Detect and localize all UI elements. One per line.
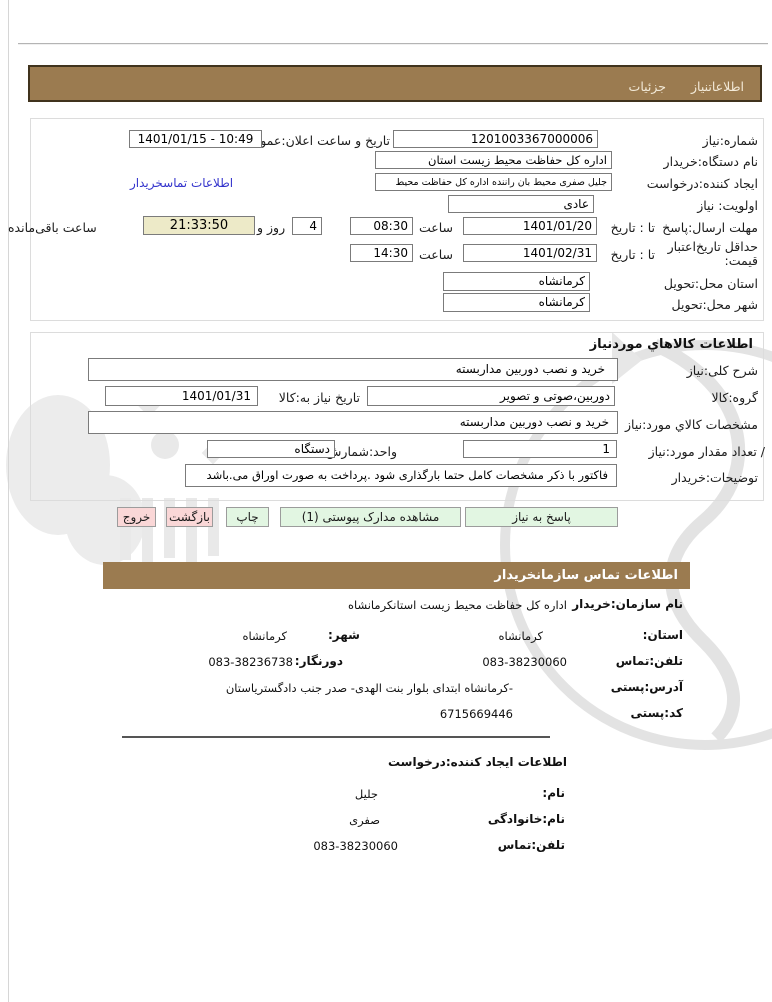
last-name-label: نام:خانوادگی <box>487 812 565 826</box>
city-value: کرمانشاه <box>242 629 287 643</box>
creator-info-title: اطلاعات ایجاد کننده:درخواست <box>387 755 567 769</box>
priority-label: اولویت: نیاز <box>697 198 758 213</box>
org-name-value: اداره کل حفاظت محیط زیست استانکرمانشاه <box>347 598 567 612</box>
province-value: کرمانشاه <box>498 629 543 643</box>
contact-phone-label: تلفن:تماس <box>615 654 683 668</box>
tab-details[interactable]: جزئیات <box>628 79 666 94</box>
need-description-field[interactable]: خرید و نصب دوربین مداربسته <box>88 358 618 381</box>
request-info-panel <box>30 118 764 321</box>
goods-specs-label: مشخصات کالاي مورد:نیاز <box>624 417 758 432</box>
countdown-timer: 21:33:50 <box>143 216 255 235</box>
last-name-value: صفری <box>349 813 380 827</box>
need-description-label: شرح کلی:نیاز <box>686 363 758 378</box>
buyer-contact-title: اطلاعات تماس سازمانخریدار <box>494 568 678 583</box>
request-creator-label: ایجاد کننده:درخواست <box>646 176 758 191</box>
creator-phone-label: تلفن:تماس <box>497 838 565 852</box>
buyer-contact-link[interactable]: اطلاعات تماسخریدار <box>130 176 234 190</box>
validity-date-field[interactable]: 1401/02/31 <box>463 244 597 262</box>
goods-specs-field[interactable]: خرید و نصب دوربین مداربسته <box>88 411 618 434</box>
fax-label: دورنگار: <box>294 654 343 668</box>
goods-need-date-field[interactable]: 1401/01/31 <box>105 386 258 406</box>
postal-address-label: آدرس:پستی <box>610 680 683 694</box>
buyer-contact-header <box>103 562 690 589</box>
announce-datetime-field[interactable]: 1401/01/15 - 10:49 <box>129 130 262 148</box>
count-unit-field[interactable]: دستگاه <box>207 440 335 458</box>
priority-field[interactable]: عادی <box>448 195 594 213</box>
request-creator-field[interactable]: جلیل صفری محیط بان راننده اداره کل حفاظت… <box>375 173 612 191</box>
top-divider <box>18 43 768 45</box>
hours-remaining-label: ساعت باقی‌مانده <box>8 220 97 235</box>
response-deadline-label: مهلت ارسال:پاسخ <box>662 220 758 235</box>
creator-phone-value: 083-38230060 <box>313 839 398 853</box>
respond-to-need-button[interactable]: پاسخ به نیاز <box>465 507 618 527</box>
print-button[interactable]: چاپ <box>226 507 269 527</box>
exit-button[interactable]: خروج <box>117 507 156 527</box>
fax-value: 083-38236738 <box>208 655 293 669</box>
goods-info-title: اطلاعات کالاهاي موردنیاز <box>589 337 753 352</box>
postal-code-value: 6715669446 <box>439 707 513 721</box>
city-label: شهر: <box>328 628 360 642</box>
window-left-border <box>8 0 9 1002</box>
price-validity-label-line2: قیمت: <box>724 253 758 268</box>
org-name-label: نام سازمان:خریدار <box>572 597 683 611</box>
postal-address-value: -کرمانشاه ابتدای بلوار بنت الهدی- صدر جن… <box>225 681 513 695</box>
count-unit-label: واحد:شمارش <box>326 444 397 459</box>
delivery-city-field[interactable]: کرمانشاه <box>443 293 590 312</box>
days-remaining-field: 4 <box>292 217 322 235</box>
need-number-field[interactable]: 1201003367000006 <box>393 130 598 148</box>
tab-need-info[interactable]: اطلاعاتنیاز <box>690 79 744 94</box>
province-label: استان: <box>642 628 683 642</box>
header-bar <box>28 65 762 102</box>
contact-phone-value: 083-38230060 <box>482 655 567 669</box>
deadline-time-field[interactable]: 08:30 <box>350 217 413 235</box>
goods-group-label: گروه:کالا <box>711 390 758 405</box>
view-attachments-button[interactable]: مشاهده مدارک پیوستی (1) <box>280 507 461 527</box>
section-divider <box>122 736 550 738</box>
price-validity-label-line1: حداقل تاریخ‌اعتبار <box>667 239 758 254</box>
goods-group-field[interactable]: دوربین،صوتی و تصویر <box>367 386 615 406</box>
buyer-org-field[interactable]: اداره کل حفاظت محیط زیست استان کرمانشاه <box>375 151 612 169</box>
quantity-label: / تعداد مقدار مورد:نیاز <box>648 444 765 459</box>
goods-info-panel <box>30 332 764 501</box>
goods-need-date-label: تاریخ نیاز به:کالا <box>278 390 360 405</box>
deadline-date-field[interactable]: 1401/01/20 <box>463 217 597 235</box>
announce-datetime-label: تاریخ و ساعت اعلان:عمومی <box>243 133 390 148</box>
buyer-org-label: نام دستگاه:خریدار <box>663 154 758 169</box>
quantity-field[interactable]: 1 <box>463 440 617 458</box>
need-number-label: شماره:نیاز <box>702 133 758 148</box>
until-date-label-2: تا : تاریخ <box>610 247 655 262</box>
first-name-label: نام: <box>542 786 565 800</box>
delivery-city-label: شهر محل:تحویل <box>671 297 759 312</box>
hour-label-1: ساعت <box>418 220 453 235</box>
first-name-value: جلیل <box>354 787 378 801</box>
postal-code-label: کد:پستی <box>630 706 683 720</box>
buyer-notes-label: توضیحات:خریدار <box>671 470 758 485</box>
price-validity-label: حداقل تاریخ‌اعتبار قیمت: <box>668 240 758 268</box>
hour-label-2: ساعت <box>418 247 453 262</box>
buyer-notes-field[interactable]: فاکتور با ذکر مشخصات کامل حتما بارگذاری … <box>185 464 617 487</box>
days-and-label: روز و <box>257 220 286 235</box>
validity-time-field[interactable]: 14:30 <box>350 244 413 262</box>
delivery-province-field[interactable]: کرمانشاه <box>443 272 590 291</box>
until-date-label-1: تا : تاریخ <box>610 220 655 235</box>
delivery-province-label: استان محل:تحویل <box>663 276 758 291</box>
back-button[interactable]: بازگشت <box>166 507 213 527</box>
